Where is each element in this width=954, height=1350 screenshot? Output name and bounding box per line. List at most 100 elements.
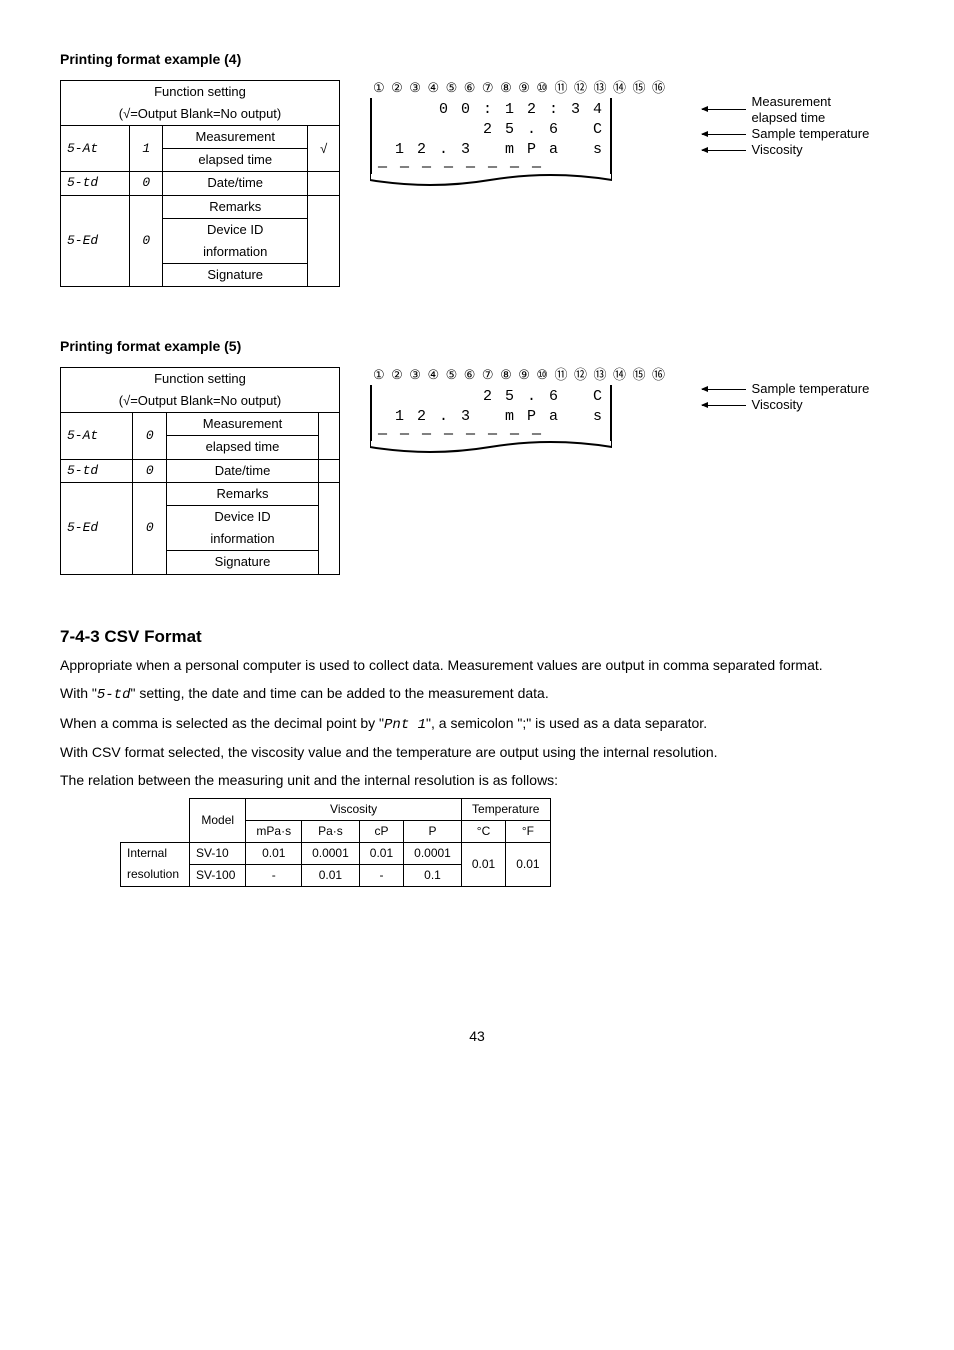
ft5-header1: Function setting bbox=[61, 367, 340, 390]
rt-r0-v4: 0.0001 bbox=[404, 842, 462, 864]
ft4-r0-l2: elapsed time bbox=[163, 149, 308, 172]
printout5-l0: 2 5 . 6 C bbox=[378, 387, 604, 407]
ft4-r2-out bbox=[308, 195, 340, 287]
ft4-r2-code: 5-Ed bbox=[61, 195, 130, 287]
ft4-r1-code: 5-td bbox=[61, 172, 130, 195]
label5-1: Viscosity bbox=[752, 397, 803, 413]
ft4-r2-l0: Remarks bbox=[163, 195, 308, 218]
labels-5: Sample temperature Viscosity bbox=[702, 381, 870, 414]
ft5-header2: (√=Output Blank=No output) bbox=[61, 390, 340, 413]
ft5-r2-out bbox=[318, 482, 339, 574]
printout4-tear bbox=[370, 174, 612, 188]
ft4-header1: Function setting bbox=[61, 80, 340, 103]
ft4-header2: (√=Output Blank=No output) bbox=[61, 103, 340, 126]
printout-5: ①②③④⑤⑥⑦⑧⑨⑩⑪⑫⑬⑭⑮⑯ 2 5 . 6 C 1 2 . 3 m P a… bbox=[370, 367, 672, 455]
ft4-r2-l2: Signature bbox=[163, 264, 308, 287]
ft5-r2-l1b: information bbox=[167, 528, 318, 551]
labels-4: Measurementelapsed time Sample temperatu… bbox=[702, 94, 870, 159]
ft5-r2-l2: Signature bbox=[167, 551, 318, 574]
ft5-r2-val: 0 bbox=[133, 482, 167, 574]
ft4-r1-out bbox=[308, 172, 340, 195]
printout4-box: 0 0 : 1 2 : 3 4 2 5 . 6 C 1 2 . 3 m P a … bbox=[370, 98, 612, 174]
rt-model: Model bbox=[190, 799, 246, 843]
rt-r0-v3: 0.01 bbox=[359, 842, 403, 864]
rt-r1-v3: - bbox=[359, 864, 403, 886]
resolution-table: Model Viscosity Temperature mPa·s Pa·s c… bbox=[120, 798, 551, 886]
example4-title: Printing format example (4) bbox=[60, 50, 894, 70]
rt-tC: 0.01 bbox=[461, 842, 505, 886]
csv-p3a: When a comma is selected as the decimal … bbox=[60, 715, 384, 731]
rt-r1-model: SV-100 bbox=[190, 864, 246, 886]
printout4-l1: 2 5 . 6 C bbox=[378, 120, 604, 140]
rt-u1: mPa·s bbox=[246, 821, 302, 843]
csv-p3code: Pnt 1 bbox=[384, 717, 426, 733]
csv-heading: 7-4-3 CSV Format bbox=[60, 625, 894, 649]
arrow-icon bbox=[702, 150, 746, 151]
ft4-r0-val: 1 bbox=[130, 125, 163, 171]
ft5-r2-l0: Remarks bbox=[167, 482, 318, 505]
rt-u4: P bbox=[404, 821, 462, 843]
csv-p1: Appropriate when a personal computer is … bbox=[60, 656, 894, 676]
example5-row: Function setting (√=Output Blank=No outp… bbox=[60, 367, 894, 575]
rt-r0-v1: 0.01 bbox=[246, 842, 302, 864]
ft4-r0-code: 5-At bbox=[61, 125, 130, 171]
ft5-r0-code: 5-At bbox=[61, 413, 133, 459]
printout-4: ①②③④⑤⑥⑦⑧⑨⑩⑪⑫⑬⑭⑮⑯ 0 0 : 1 2 : 3 4 2 5 . 6… bbox=[370, 80, 672, 188]
ft5-r0-out bbox=[318, 413, 339, 459]
example5-title: Printing format example (5) bbox=[60, 337, 894, 357]
ft5-r2-l1a: Device ID bbox=[167, 506, 318, 529]
ft5-r1-label: Date/time bbox=[167, 459, 318, 482]
csv-p2: With "5-td" setting, the date and time c… bbox=[60, 684, 894, 706]
printout5-box: 2 5 . 6 C 1 2 . 3 m P a s — — — — — — — … bbox=[370, 385, 612, 441]
page-number: 43 bbox=[60, 1027, 894, 1047]
label4-1: Sample temperature bbox=[752, 126, 870, 142]
printout4-l2: 1 2 . 3 m P a s bbox=[378, 140, 604, 160]
rt-r0-v2: 0.0001 bbox=[302, 842, 360, 864]
printout5-l1: 1 2 . 3 m P a s bbox=[378, 407, 604, 427]
ft5-r0-l2: elapsed time bbox=[167, 436, 318, 459]
label4-0: Measurementelapsed time bbox=[752, 94, 831, 127]
printout5-cols: ①②③④⑤⑥⑦⑧⑨⑩⑪⑫⑬⑭⑮⑯ bbox=[370, 367, 672, 385]
ft4-r2-val: 0 bbox=[130, 195, 163, 287]
rt-r1-v2: 0.01 bbox=[302, 864, 360, 886]
csv-p4: With CSV format selected, the viscosity … bbox=[60, 743, 894, 763]
csv-p3: When a comma is selected as the decimal … bbox=[60, 714, 894, 736]
ft5-r1-code: 5-td bbox=[61, 459, 133, 482]
rt-u2: Pa·s bbox=[302, 821, 360, 843]
rt-u3: cP bbox=[359, 821, 403, 843]
arrow-icon bbox=[702, 109, 746, 110]
arrow-icon bbox=[702, 389, 746, 390]
func-table-4: Function setting (√=Output Blank=No outp… bbox=[60, 80, 340, 288]
arrow-icon bbox=[702, 134, 746, 135]
rt-rowlabel-1: Internal bbox=[121, 842, 190, 864]
rt-r0-model: SV-10 bbox=[190, 842, 246, 864]
ft4-r1-val: 0 bbox=[130, 172, 163, 195]
printout4-l0: 0 0 : 1 2 : 3 4 bbox=[378, 100, 604, 120]
res-table-wrap: Model Viscosity Temperature mPa·s Pa·s c… bbox=[60, 798, 894, 886]
ft5-r1-out bbox=[318, 459, 339, 482]
ft5-r0-val: 0 bbox=[133, 413, 167, 459]
csv-p5: The relation between the measuring unit … bbox=[60, 771, 894, 791]
ft4-r2-l1a: Device ID bbox=[163, 218, 308, 241]
arrow-icon bbox=[702, 405, 746, 406]
rt-r1-v1: - bbox=[246, 864, 302, 886]
rt-visc: Viscosity bbox=[246, 799, 461, 821]
ft4-r2-l1b: information bbox=[163, 241, 308, 264]
ft4-r0-l1: Measurement bbox=[163, 125, 308, 148]
rt-temp: Temperature bbox=[461, 799, 550, 821]
csv-p2b: " setting, the date and time can be adde… bbox=[130, 685, 548, 701]
ft5-r0-l1: Measurement bbox=[167, 413, 318, 436]
csv-p2a: With " bbox=[60, 685, 97, 701]
ft5-r1-val: 0 bbox=[133, 459, 167, 482]
label4-2: Viscosity bbox=[752, 142, 803, 158]
rt-r1-v4: 0.1 bbox=[404, 864, 462, 886]
csv-p2code: 5-td bbox=[97, 687, 131, 703]
label5-0: Sample temperature bbox=[752, 381, 870, 397]
ft4-r0-out: √ bbox=[308, 125, 340, 171]
rt-t2: °F bbox=[506, 821, 550, 843]
ft4-r1-label: Date/time bbox=[163, 172, 308, 195]
rt-rowlabel-2: resolution bbox=[121, 864, 190, 886]
printout4-cols: ①②③④⑤⑥⑦⑧⑨⑩⑪⑫⑬⑭⑮⑯ bbox=[370, 80, 672, 98]
printout5-tear bbox=[370, 441, 612, 455]
example4-row: Function setting (√=Output Blank=No outp… bbox=[60, 80, 894, 288]
